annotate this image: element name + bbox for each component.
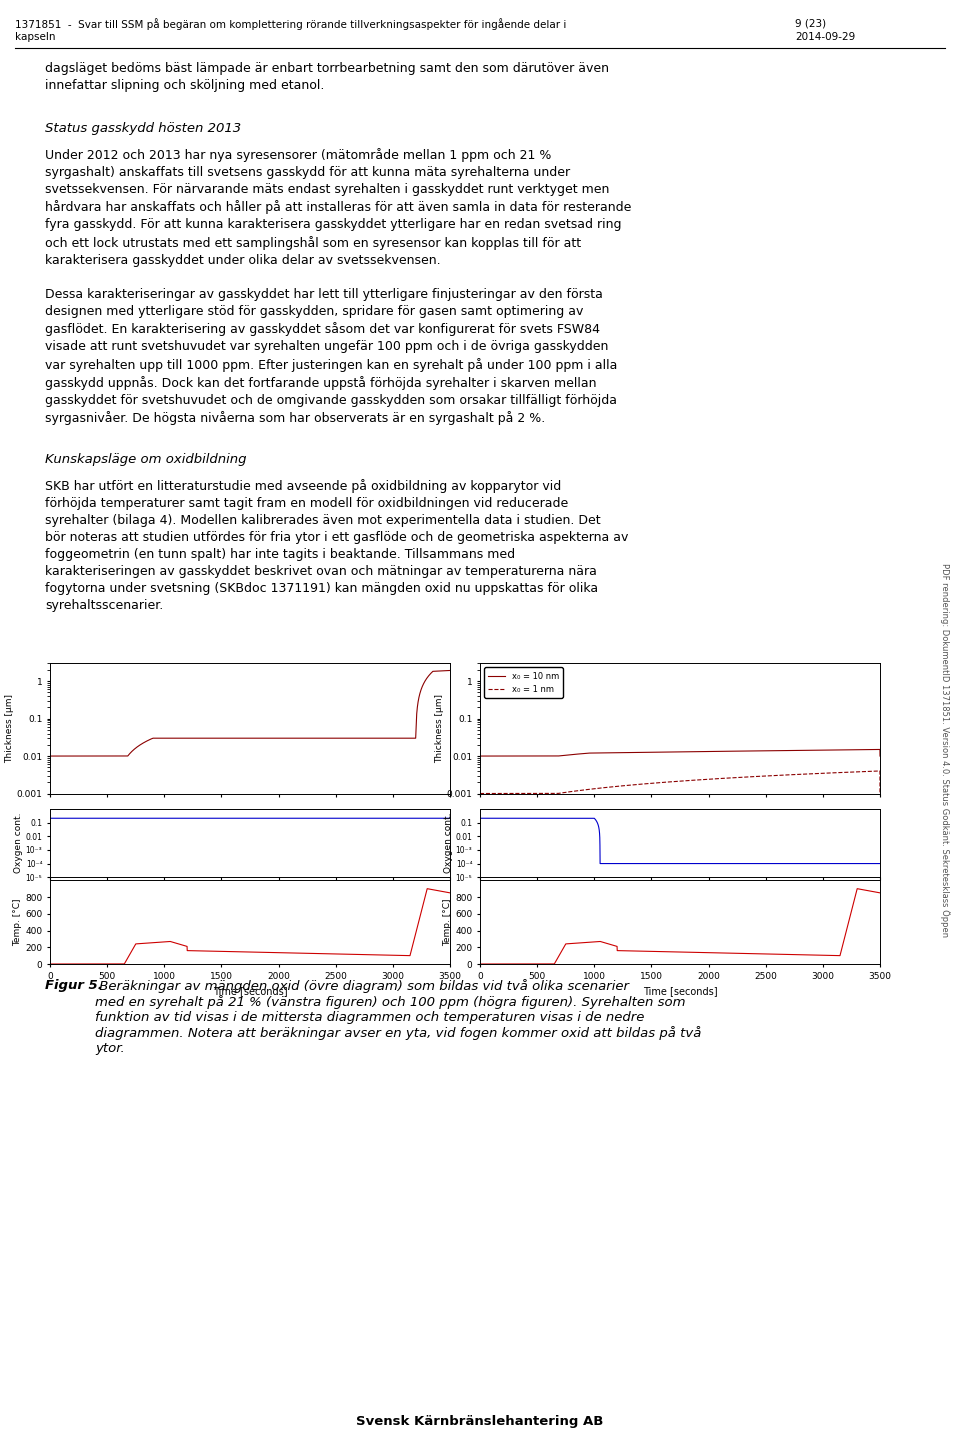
Text: PDF rendering: DokumentID 1371851. Version 4.0. Status Godkänt. Sekretesklass Öp: PDF rendering: DokumentID 1371851. Versi… — [940, 562, 950, 937]
Y-axis label: Oxygen cont.: Oxygen cont. — [444, 813, 453, 874]
Y-axis label: Temp. [°C]: Temp. [°C] — [13, 898, 22, 946]
Text: dagsläget bedöms bäst lämpade är enbart torrbearbetning samt den som därutöver ä: dagsläget bedöms bäst lämpade är enbart … — [45, 62, 609, 92]
Y-axis label: Thickness [μm]: Thickness [μm] — [435, 694, 444, 763]
Text: SKB har utfört en litteraturstudie med avseende på oxidbildning av kopparytor vi: SKB har utfört en litteraturstudie med a… — [45, 479, 629, 611]
Text: Svensk Kärnbränslehantering AB: Svensk Kärnbränslehantering AB — [356, 1415, 604, 1428]
Text: Figur 5.: Figur 5. — [45, 979, 103, 992]
X-axis label: Time [seconds]: Time [seconds] — [642, 986, 717, 996]
Text: 1371851  -  Svar till SSM på begäran om komplettering rörande tillverkningsaspek: 1371851 - Svar till SSM på begäran om ko… — [15, 17, 566, 30]
Legend: x₀ = 10 nm, x₀ = 1 nm: x₀ = 10 nm, x₀ = 1 nm — [484, 668, 564, 698]
Text: Under 2012 och 2013 har nya syresensorer (mätområde mellan 1 ppm och 21 %
syrgas: Under 2012 och 2013 har nya syresensorer… — [45, 149, 632, 267]
Text: Dessa karakteriseringar av gasskyddet har lett till ytterligare finjusteringar a: Dessa karakteriseringar av gasskyddet ha… — [45, 288, 617, 425]
Text: Status gasskydd hösten 2013: Status gasskydd hösten 2013 — [45, 123, 241, 136]
X-axis label: Time [seconds]: Time [seconds] — [213, 986, 287, 996]
Text: Beräkningar av mängden oxid (övre diagram) som bildas vid två olika scenarier
me: Beräkningar av mängden oxid (övre diagra… — [95, 979, 702, 1056]
Text: 2014-09-29: 2014-09-29 — [795, 32, 855, 42]
Text: kapseln: kapseln — [15, 32, 56, 42]
Text: 9 (23): 9 (23) — [795, 17, 827, 27]
Y-axis label: Thickness [μm]: Thickness [μm] — [5, 694, 13, 763]
Text: Kunskapsläge om oxidbildning: Kunskapsläge om oxidbildning — [45, 453, 247, 466]
Y-axis label: Oxygen cont.: Oxygen cont. — [13, 813, 23, 874]
Y-axis label: Temp. [°C]: Temp. [°C] — [444, 898, 452, 946]
